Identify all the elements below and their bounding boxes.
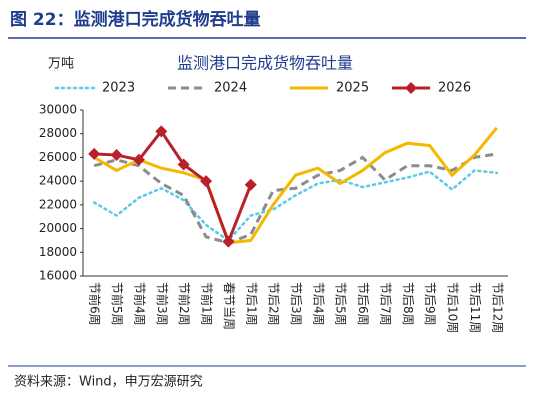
x-tick-label: 节后5周 xyxy=(334,282,348,326)
source: 资料来源：Wind，申万宏源研究 xyxy=(14,375,203,390)
point-marker xyxy=(177,158,190,171)
x-tick-label: 节前5周 xyxy=(110,282,125,326)
legend-marker xyxy=(405,82,417,94)
y-tick-label: 22000 xyxy=(39,197,77,211)
x-tick-label: 节后2周 xyxy=(267,282,281,326)
series-line xyxy=(92,169,499,243)
legend-label: 2026 xyxy=(438,81,471,96)
x-tick-label: 节后10周 xyxy=(446,282,460,333)
y-tick-label: 26000 xyxy=(39,150,77,164)
point-marker xyxy=(155,125,168,138)
x-tick-label: 节后3周 xyxy=(289,282,303,326)
x-tick-label: 节前1周 xyxy=(200,282,215,326)
point-marker xyxy=(110,149,123,162)
y-tick-label: 16000 xyxy=(39,269,77,283)
x-tick-label: 节后11周 xyxy=(468,282,482,333)
y-tick-label: 30000 xyxy=(39,103,77,117)
x-tick-label: 节前6周 xyxy=(88,282,103,326)
y-tick-label: 24000 xyxy=(39,174,77,188)
point-marker xyxy=(88,147,101,160)
x-tick-label: 节前3周 xyxy=(155,282,170,326)
x-tick-label: 节后1周 xyxy=(244,282,258,326)
x-tick-label: 春节当周 xyxy=(222,282,236,330)
y-tick-label: 28000 xyxy=(39,126,77,140)
chart-title: 监测港口完成货物吞吐量 xyxy=(177,54,353,73)
series-line xyxy=(93,152,498,245)
x-tick-label: 节后6周 xyxy=(356,282,370,326)
point-marker xyxy=(200,175,213,188)
x-tick-label: 节后9周 xyxy=(423,282,437,326)
y-unit: 万吨 xyxy=(48,57,74,72)
point-marker xyxy=(244,178,257,191)
x-tick-label: 节后4周 xyxy=(311,282,325,326)
y-tick-label: 20000 xyxy=(39,221,77,235)
x-tick-label: 节后8周 xyxy=(401,282,415,326)
y-tick-label: 18000 xyxy=(39,245,77,259)
series-line xyxy=(93,126,498,245)
point-marker xyxy=(222,235,235,248)
x-tick-label: 节后7周 xyxy=(378,282,392,326)
legend-label: 2023 xyxy=(102,81,135,96)
series-line xyxy=(94,128,253,246)
x-tick-label: 节前4周 xyxy=(132,282,147,326)
legend-label: 2024 xyxy=(214,81,247,96)
x-tick-label: 节后12周 xyxy=(490,282,504,333)
figure-title: 图 22：监测港口完成货物吞吐量 xyxy=(10,9,261,30)
point-marker xyxy=(132,153,145,166)
legend-label: 2025 xyxy=(336,81,369,96)
x-tick-label: 节前2周 xyxy=(177,282,192,326)
